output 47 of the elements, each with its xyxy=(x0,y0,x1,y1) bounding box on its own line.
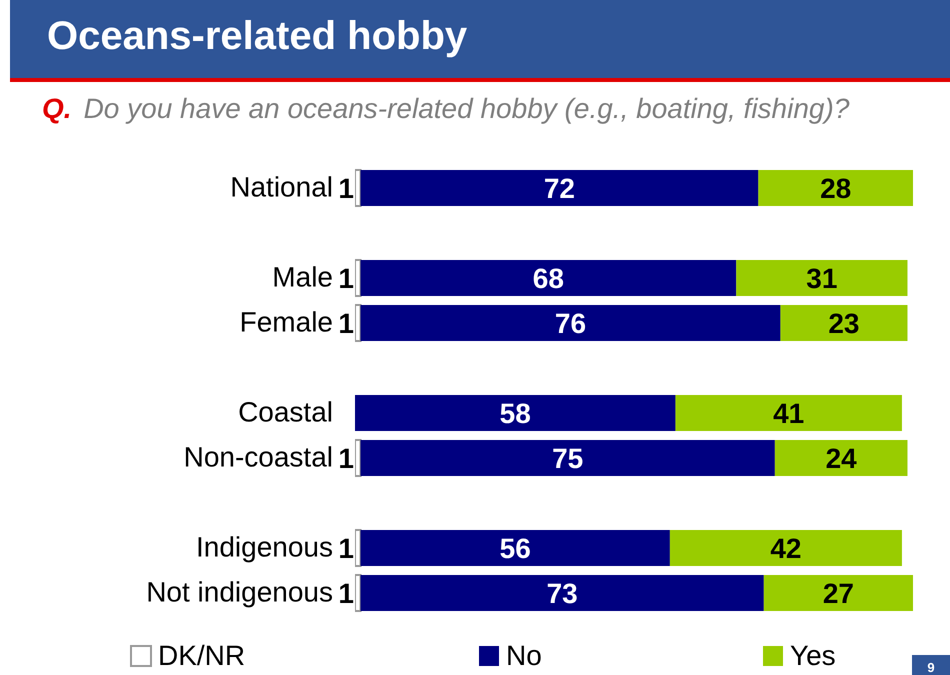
data-label: 1 xyxy=(338,578,354,609)
chart-title: Oceans-related hobby xyxy=(47,14,468,59)
bar xyxy=(675,395,902,431)
bar xyxy=(774,440,908,476)
data-label: 28 xyxy=(820,173,852,204)
data-label: 1 xyxy=(338,173,354,204)
data-label: 41 xyxy=(773,398,804,429)
y-tick-label: Non-coastal xyxy=(184,442,333,472)
data-label: 73 xyxy=(546,578,578,609)
y-tick-label: Female xyxy=(240,306,333,338)
y-tick-label: Not indigenous xyxy=(146,576,333,608)
bar xyxy=(360,170,758,206)
data-label: 1 xyxy=(338,263,354,294)
y-tick-label: Coastal xyxy=(238,396,333,428)
data-label: 76 xyxy=(554,308,586,339)
data-label: 27 xyxy=(822,578,854,609)
bar xyxy=(360,305,780,341)
legend-label: No xyxy=(506,640,542,672)
data-label: 58 xyxy=(500,398,531,429)
legend-label: DK/NR xyxy=(158,640,246,672)
bar xyxy=(736,260,908,296)
data-label: 75 xyxy=(552,443,584,474)
y-tick-label: Male xyxy=(272,262,333,292)
bar xyxy=(670,530,902,566)
data-label: 23 xyxy=(828,308,860,339)
data-label: 1 xyxy=(338,533,354,564)
bar xyxy=(355,395,676,431)
bar xyxy=(360,575,764,611)
data-label: 68 xyxy=(532,263,564,294)
bar xyxy=(360,260,736,296)
data-label: 42 xyxy=(770,533,802,564)
y-tick-label: National xyxy=(230,172,333,202)
data-label: 24 xyxy=(826,443,858,474)
data-label: 31 xyxy=(806,263,838,294)
data-label: 1 xyxy=(338,308,354,339)
chart-subtitle: Q. Do you have an oceans-related hobby (e.g., boating, fishing)? xyxy=(42,93,850,124)
data-label: 72 xyxy=(544,173,575,204)
bar xyxy=(758,170,913,206)
y-tick-label: Indigenous xyxy=(196,532,333,562)
bar xyxy=(764,575,913,611)
bar xyxy=(360,440,775,476)
data-label: 1 xyxy=(338,443,354,474)
text: 9 xyxy=(912,655,950,675)
bar xyxy=(360,530,670,566)
data-label: 56 xyxy=(500,533,531,564)
legend-label: Yes xyxy=(790,640,836,672)
bar xyxy=(780,305,908,341)
